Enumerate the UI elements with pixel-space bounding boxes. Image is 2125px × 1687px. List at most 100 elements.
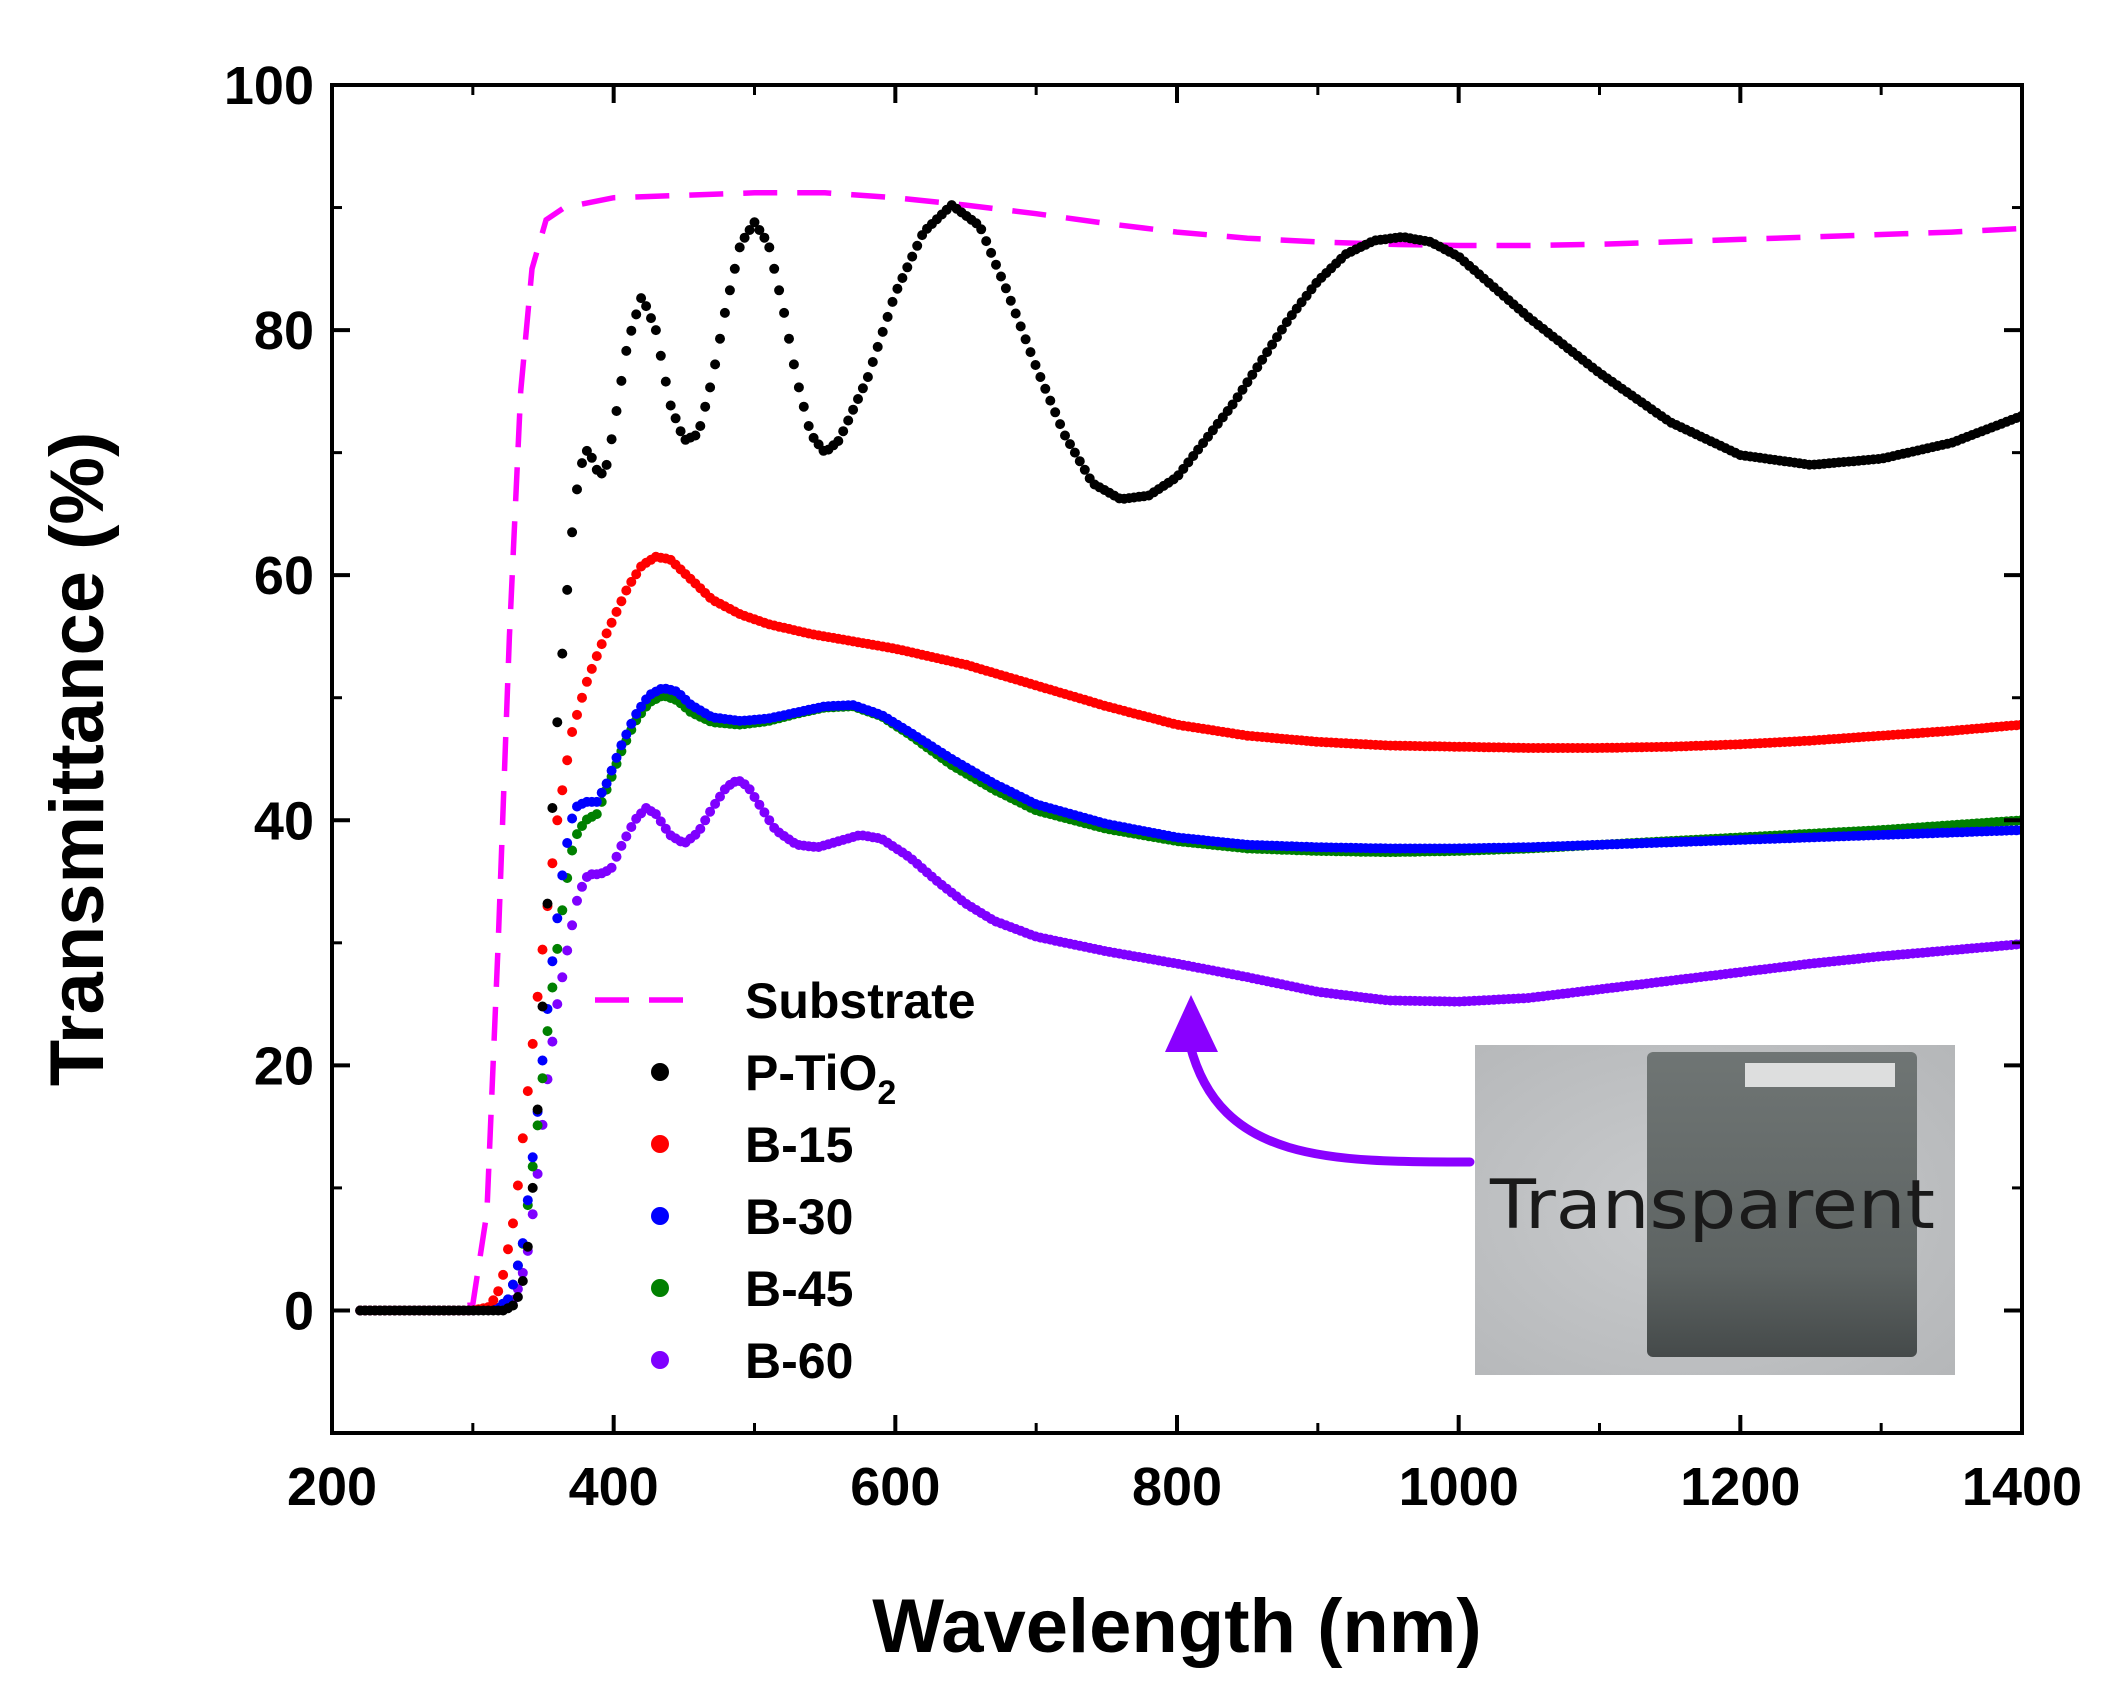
legend-label-substrate: Substrate	[745, 973, 976, 1029]
data-point-b-15	[562, 755, 573, 766]
data-point-p-tio2	[1281, 317, 1292, 328]
data-point-p-tio2	[882, 311, 893, 322]
data-point-b-15	[611, 606, 622, 617]
y-tick-label: 80	[254, 301, 314, 361]
data-point-p-tio2	[1074, 456, 1085, 467]
data-point-p-tio2	[902, 262, 913, 273]
data-point-p-tio2	[784, 333, 795, 344]
data-point-p-tio2	[798, 401, 809, 412]
data-point-p-tio2	[596, 468, 607, 479]
legend-item-substrate: Substrate	[595, 973, 976, 1029]
y-tick-label: 60	[254, 546, 314, 606]
data-point-b-15	[527, 1038, 538, 1049]
inset-label: Transparent	[1489, 1166, 1935, 1245]
data-point-p-tio2	[976, 224, 987, 235]
data-point-b-60	[577, 881, 588, 892]
data-point-p-tio2	[532, 1104, 543, 1115]
data-point-p-tio2	[522, 1241, 533, 1252]
data-point-p-tio2	[512, 1292, 523, 1303]
series-line-substrate	[360, 190, 2022, 1314]
data-point-b-15	[488, 1295, 499, 1306]
data-point-b-15	[577, 692, 588, 703]
data-point-b-60	[626, 822, 637, 833]
data-point-b-15	[532, 991, 543, 1002]
data-point-b-15	[591, 651, 602, 662]
y-axis-title: Transmittance (%)	[35, 432, 120, 1087]
data-point-p-tio2	[877, 326, 888, 337]
data-point-p-tio2	[715, 333, 726, 344]
data-point-p-tio2	[1000, 283, 1011, 294]
data-point-p-tio2	[803, 420, 814, 431]
data-point-p-tio2	[1030, 359, 1041, 370]
data-point-p-tio2	[1242, 377, 1253, 388]
data-point-b-15	[616, 596, 627, 607]
data-point-b-15	[537, 944, 548, 955]
data-point-b-15	[517, 1133, 528, 1144]
data-point-b-45	[552, 943, 563, 954]
data-point-p-tio2	[1262, 347, 1273, 358]
data-point-b-15	[493, 1286, 504, 1297]
data-point-p-tio2	[996, 271, 1007, 282]
data-point-b-45	[591, 809, 602, 820]
legend-swatch-b-45	[651, 1279, 669, 1297]
data-point-p-tio2	[853, 393, 864, 404]
data-point-p-tio2	[1050, 407, 1061, 418]
data-point-b-60	[710, 798, 721, 809]
data-point-b-15	[586, 663, 597, 674]
data-point-b-15	[631, 569, 642, 580]
data-point-b-15	[498, 1269, 509, 1280]
data-point-b-15	[547, 858, 558, 869]
legend-item-b-60: B-60	[651, 1333, 853, 1389]
data-point-b-60	[621, 831, 632, 842]
data-point-b-30	[596, 787, 607, 798]
data-point-p-tio2	[848, 404, 859, 415]
data-point-b-15	[512, 1180, 523, 1191]
data-point-p-tio2	[857, 383, 868, 394]
data-point-p-tio2	[759, 232, 770, 243]
data-point-b-15	[626, 576, 637, 587]
data-point-b-60	[754, 799, 765, 810]
data-point-b-15	[502, 1244, 513, 1255]
data-point-p-tio2	[586, 452, 597, 463]
data-point-p-tio2	[1040, 383, 1051, 394]
data-point-p-tio2	[764, 242, 775, 253]
data-point-p-tio2	[567, 527, 578, 538]
x-tick-label: 600	[850, 1457, 940, 1517]
data-point-p-tio2	[1267, 339, 1278, 350]
data-point-b-30	[512, 1260, 523, 1271]
data-point-b-30	[557, 870, 568, 881]
data-point-b-60	[567, 920, 578, 931]
data-point-p-tio2	[719, 307, 730, 318]
film-highlight	[1745, 1063, 1895, 1087]
data-point-p-tio2	[1015, 321, 1026, 332]
data-point-p-tio2	[833, 435, 844, 446]
data-point-b-30	[507, 1279, 518, 1290]
arrow-shaft	[1185, 1040, 1475, 1167]
data-point-p-tio2	[981, 236, 992, 247]
data-point-p-tio2	[562, 584, 573, 595]
data-point-b-45	[532, 1120, 543, 1131]
data-point-p-tio2	[700, 401, 711, 412]
legend-swatch-b-30	[651, 1207, 669, 1225]
data-point-b-45	[557, 905, 568, 916]
legend-item-b-45: B-45	[651, 1261, 853, 1317]
data-point-p-tio2	[1065, 439, 1076, 450]
data-point-p-tio2	[739, 232, 750, 243]
data-point-p-tio2	[670, 413, 681, 424]
data-point-p-tio2	[705, 382, 716, 393]
data-point-p-tio2	[1227, 399, 1238, 410]
data-point-p-tio2	[779, 307, 790, 318]
data-point-p-tio2	[611, 405, 622, 416]
data-point-b-15	[507, 1218, 518, 1229]
data-point-p-tio2	[1257, 354, 1268, 365]
data-point-b-15	[581, 676, 592, 687]
data-point-p-tio2	[547, 803, 558, 814]
legend-label-b-30: B-30	[745, 1189, 853, 1245]
x-tick-label: 800	[1132, 1457, 1222, 1517]
data-point-p-tio2	[646, 313, 657, 324]
x-tick-label: 1000	[1399, 1457, 1519, 1517]
film-sample	[1647, 1052, 1917, 1357]
legend-swatch-p-tio2	[651, 1063, 669, 1081]
data-point-p-tio2	[793, 382, 804, 393]
